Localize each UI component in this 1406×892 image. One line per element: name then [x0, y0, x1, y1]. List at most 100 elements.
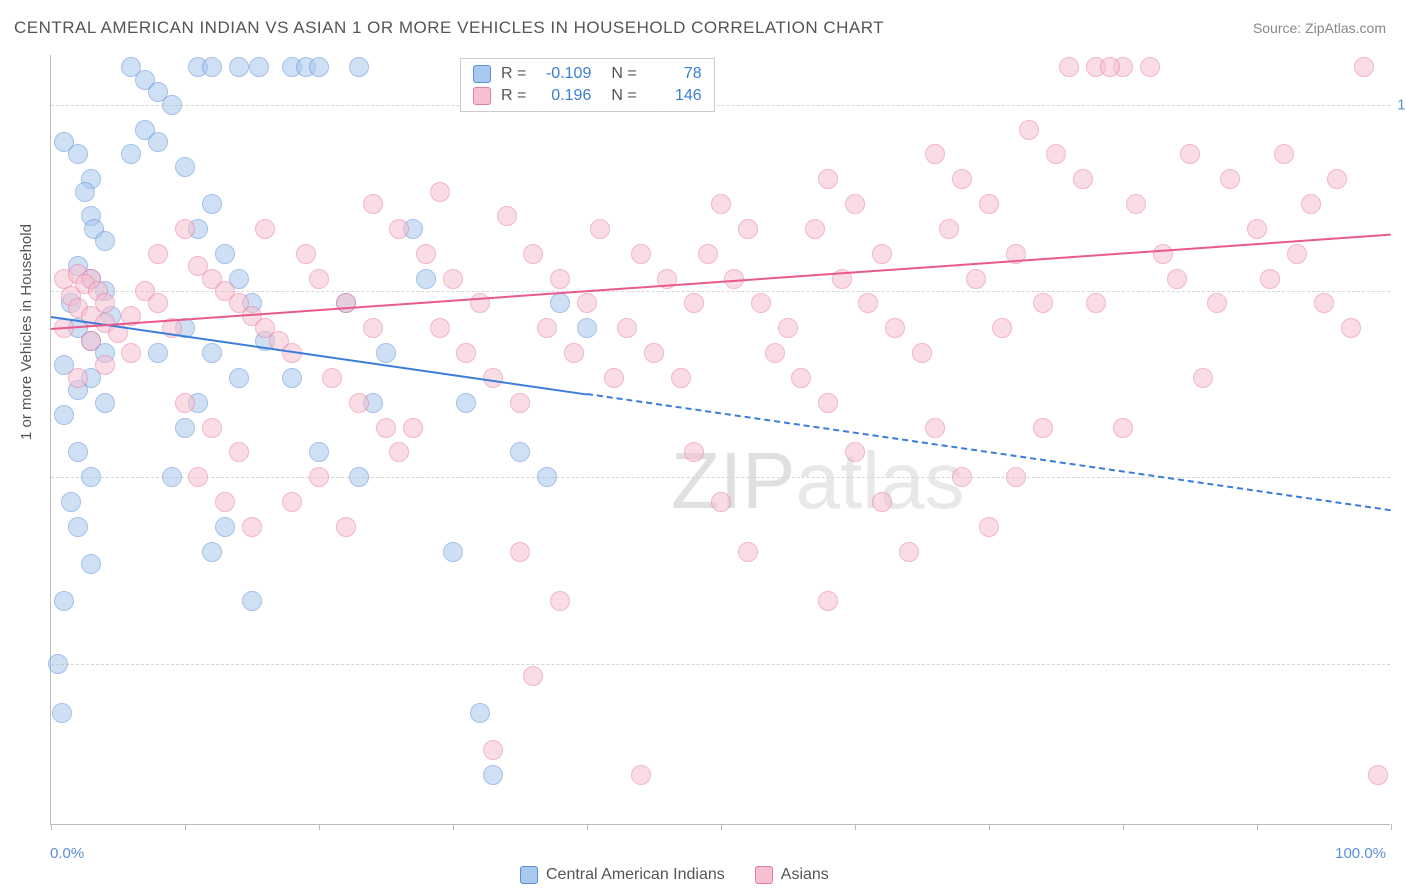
scatter-point [537, 467, 557, 487]
scatter-point [188, 467, 208, 487]
r-label: R = [501, 85, 526, 107]
scatter-point [845, 194, 865, 214]
scatter-point [751, 293, 771, 313]
trend-line [587, 393, 1391, 511]
scatter-point [912, 343, 932, 363]
scatter-point [711, 492, 731, 512]
scatter-point [202, 194, 222, 214]
scatter-point [202, 418, 222, 438]
scatter-point [148, 343, 168, 363]
scatter-point [805, 219, 825, 239]
scatter-point [309, 442, 329, 462]
scatter-point [282, 368, 302, 388]
scatter-point [952, 169, 972, 189]
scatter-point [81, 331, 101, 351]
scatter-point [818, 393, 838, 413]
scatter-point [175, 393, 195, 413]
scatter-point [577, 293, 597, 313]
scatter-point [162, 95, 182, 115]
scatter-point [765, 343, 785, 363]
scatter-point [550, 269, 570, 289]
x-axis-min-label: 0.0% [50, 845, 84, 862]
scatter-point [68, 368, 88, 388]
scatter-point [684, 442, 704, 462]
scatter-point [68, 442, 88, 462]
scatter-point [818, 169, 838, 189]
scatter-point [175, 219, 195, 239]
scatter-point [845, 442, 865, 462]
scatter-point [322, 368, 342, 388]
scatter-point [443, 269, 463, 289]
watermark: ZIPatlas [671, 435, 964, 527]
legend-item: Asians [755, 866, 829, 884]
x-tick [855, 824, 856, 830]
scatter-point [416, 269, 436, 289]
scatter-point [1368, 765, 1388, 785]
scatter-point [523, 244, 543, 264]
gridline [51, 664, 1390, 665]
scatter-point [738, 542, 758, 562]
scatter-point [1113, 418, 1133, 438]
scatter-point [1327, 169, 1347, 189]
scatter-point [456, 393, 476, 413]
scatter-point [255, 219, 275, 239]
scatter-point [684, 293, 704, 313]
x-tick [453, 824, 454, 830]
legend-label: Central American Indians [546, 866, 725, 884]
scatter-point [925, 418, 945, 438]
scatter-point [363, 318, 383, 338]
scatter-point [162, 467, 182, 487]
scatter-point [483, 368, 503, 388]
scatter-point [550, 293, 570, 313]
legend-swatch [755, 866, 773, 884]
scatter-point [483, 740, 503, 760]
scatter-point [202, 57, 222, 77]
scatter-point [1287, 244, 1307, 264]
gridline [51, 477, 1390, 478]
scatter-point [590, 219, 610, 239]
x-tick [319, 824, 320, 830]
scatter-point [430, 182, 450, 202]
x-tick [1391, 824, 1392, 830]
scatter-point [818, 591, 838, 611]
scatter-point [148, 293, 168, 313]
scatter-point [617, 318, 637, 338]
scatter-point [523, 666, 543, 686]
scatter-point [336, 517, 356, 537]
scatter-point [363, 194, 383, 214]
source-attribution: Source: ZipAtlas.com [1253, 20, 1386, 36]
scatter-point [54, 591, 74, 611]
scatter-point [644, 343, 664, 363]
chart-title: CENTRAL AMERICAN INDIAN VS ASIAN 1 OR MO… [14, 18, 884, 38]
scatter-point [1140, 57, 1160, 77]
scatter-point [1167, 269, 1187, 289]
x-tick [185, 824, 186, 830]
scatter-point [1019, 120, 1039, 140]
scatter-point [296, 244, 316, 264]
scatter-point [376, 343, 396, 363]
r-value: 0.196 [536, 85, 591, 107]
scatter-point [229, 368, 249, 388]
n-label: N = [611, 85, 636, 107]
gridline [51, 105, 1390, 106]
scatter-point [68, 517, 88, 537]
correlation-stats-legend: R =-0.109N =78R =0.196N =146 [460, 58, 715, 112]
scatter-point [537, 318, 557, 338]
scatter-point [54, 405, 74, 425]
scatter-point [872, 492, 892, 512]
scatter-point [1314, 293, 1334, 313]
scatter-point [229, 57, 249, 77]
scatter-point [1274, 144, 1294, 164]
scatter-point [403, 418, 423, 438]
x-tick [989, 824, 990, 830]
series-legend: Central American Indians Asians [520, 866, 829, 884]
scatter-point [282, 492, 302, 512]
scatter-point [202, 542, 222, 562]
scatter-point [550, 591, 570, 611]
scatter-point [1046, 144, 1066, 164]
chart-plot-area: ZIPatlas 77.5%85.0%92.5%100.0% [50, 55, 1390, 825]
scatter-point [68, 144, 88, 164]
scatter-point [389, 442, 409, 462]
n-label: N = [611, 63, 636, 85]
scatter-point [470, 703, 490, 723]
